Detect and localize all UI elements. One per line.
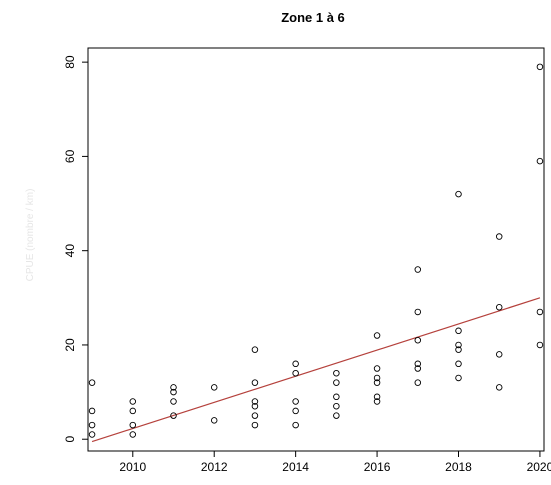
data-point xyxy=(129,398,137,405)
data-point xyxy=(373,332,381,339)
data-point xyxy=(292,369,299,377)
data-point xyxy=(333,402,340,410)
y-tick-label: 20 xyxy=(63,338,77,352)
data-point xyxy=(495,303,503,311)
data-point xyxy=(251,379,259,386)
chart-title: Zone 1 à 6 xyxy=(281,10,345,25)
data-point xyxy=(292,398,299,405)
data-point xyxy=(414,379,422,386)
data-point xyxy=(414,365,422,372)
y-tick-label: 80 xyxy=(63,55,77,69)
data-point xyxy=(292,360,299,368)
data-point xyxy=(333,412,340,419)
data-point xyxy=(170,398,177,405)
data-point xyxy=(88,379,96,386)
data-point xyxy=(333,379,340,386)
data-point xyxy=(251,402,259,410)
data-point xyxy=(333,393,340,401)
data-point xyxy=(170,384,177,391)
data-point xyxy=(414,308,422,316)
data-point xyxy=(210,384,218,391)
data-point xyxy=(536,308,544,316)
data-point xyxy=(129,431,137,438)
data-point xyxy=(455,374,462,382)
x-axis: 2010 2012 2014 2016 2018 2020 xyxy=(119,451,551,474)
data-point xyxy=(455,360,462,368)
data-point xyxy=(88,431,96,438)
data-point xyxy=(129,407,137,415)
data-point xyxy=(88,421,96,429)
data-point xyxy=(129,421,137,429)
data-point xyxy=(373,393,381,401)
x-tick-label: 2016 xyxy=(364,460,391,474)
data-point xyxy=(536,341,544,349)
data-point xyxy=(333,369,340,377)
data-point xyxy=(455,190,462,198)
data-point xyxy=(536,157,544,165)
data-point xyxy=(373,398,381,405)
x-tick-label: 2012 xyxy=(201,460,228,474)
data-point xyxy=(251,421,259,429)
data-point xyxy=(373,374,381,382)
data-point xyxy=(495,233,503,240)
y-axis: 0 20 40 60 80 xyxy=(63,55,88,443)
y-tick-label: 40 xyxy=(63,244,77,258)
data-point xyxy=(414,266,422,273)
y-axis-title: CPUE (nombre / km) xyxy=(25,189,36,282)
data-point xyxy=(373,365,381,372)
data-point xyxy=(170,388,177,396)
x-tick-label: 2018 xyxy=(445,460,472,474)
x-tick-label: 2014 xyxy=(282,460,309,474)
data-point xyxy=(455,341,462,349)
data-point xyxy=(88,407,96,415)
data-point xyxy=(414,360,422,368)
y-tick-label: 60 xyxy=(63,149,77,163)
data-point xyxy=(210,417,218,424)
data-point xyxy=(170,412,177,419)
plot-frame xyxy=(87,47,545,452)
data-point xyxy=(292,421,299,429)
data-point xyxy=(251,412,259,419)
data-point xyxy=(251,398,259,405)
data-point xyxy=(455,327,462,335)
y-tick-label: 0 xyxy=(63,436,77,443)
data-points xyxy=(88,63,544,438)
data-point xyxy=(414,336,422,344)
data-point xyxy=(251,346,259,353)
data-point xyxy=(292,407,299,415)
trend-line xyxy=(91,297,541,443)
data-point xyxy=(495,384,503,391)
data-point xyxy=(495,351,503,358)
x-tick-label: 2010 xyxy=(119,460,146,474)
x-tick-label: 2020 xyxy=(527,460,551,474)
data-point xyxy=(373,379,381,386)
data-point xyxy=(536,63,544,71)
data-point xyxy=(455,346,462,353)
